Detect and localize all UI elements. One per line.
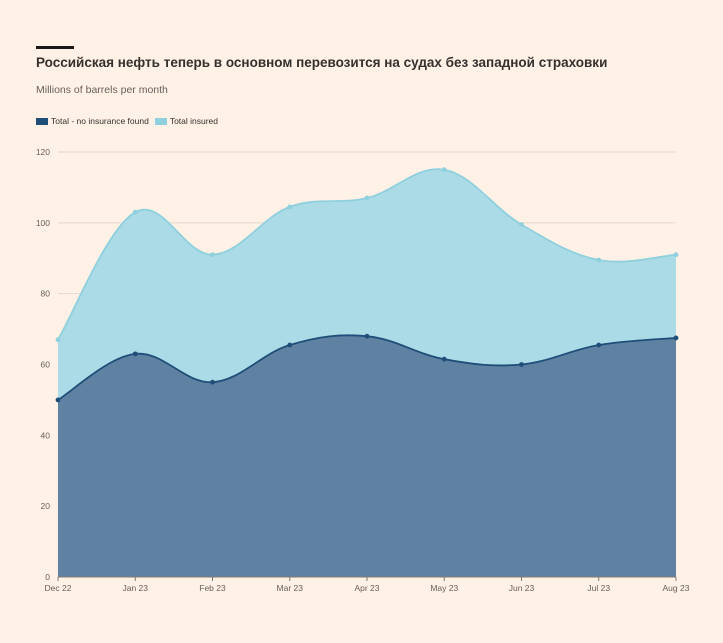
y-tick-label: 100 <box>36 218 50 228</box>
x-tick-label: Jul 23 <box>587 583 610 593</box>
chart-subtitle: Millions of barrels per month <box>36 84 168 96</box>
series-areas <box>57 168 677 577</box>
point-no-insurance-8 <box>673 335 679 341</box>
y-tick-label: 0 <box>45 572 50 582</box>
title-accent-bar <box>36 46 74 49</box>
x-tick-label: Jan 23 <box>122 583 148 593</box>
legend-item-no-insurance: Total - no insurance found <box>36 116 149 126</box>
point-insured-4 <box>364 195 370 201</box>
point-insured-7 <box>596 257 602 263</box>
point-no-insurance-6 <box>519 362 524 367</box>
line-insured <box>57 168 677 341</box>
point-insured-3 <box>287 204 293 210</box>
series-points <box>55 167 679 403</box>
x-tick-label: Mar 23 <box>277 583 304 593</box>
x-tick-label: Dec 22 <box>45 583 72 593</box>
x-tick-label: Feb 23 <box>199 583 226 593</box>
x-tick-label: Apr 23 <box>354 583 379 593</box>
point-no-insurance-4 <box>364 333 370 339</box>
area-no-insurance <box>58 335 676 577</box>
y-tick-label: 120 <box>36 147 50 157</box>
point-insured-8 <box>673 252 679 258</box>
point-no-insurance-1 <box>132 351 138 357</box>
legend-label-insured: Total insured <box>169 116 219 126</box>
chart-title: Российская нефть теперь в основном перев… <box>36 55 608 70</box>
legend: Total - no insurance found Total insured <box>36 116 224 126</box>
point-no-insurance-2 <box>210 379 215 385</box>
legend-item-insured: Total insured <box>154 116 219 126</box>
point-no-insurance-5 <box>441 356 447 362</box>
legend-label-no-insurance: Total - no insurance found <box>51 116 149 126</box>
x-tick-label: Aug 23 <box>663 583 690 593</box>
point-no-insurance-0 <box>55 397 61 403</box>
legend-swatch-no-insurance <box>36 117 48 125</box>
point-no-insurance-7 <box>596 342 602 348</box>
y-tick-label: 40 <box>41 430 51 440</box>
point-insured-5 <box>441 167 447 173</box>
x-tick-label: May 23 <box>430 583 458 593</box>
axes: 0 20 40 60 80 100 120 Dec 22 Jan 23 Feb 23 Mar 23 A… <box>36 147 690 593</box>
x-tick-label: Jun 23 <box>509 583 535 593</box>
y-tick-label: 60 <box>41 360 51 370</box>
point-insured-6 <box>519 222 524 228</box>
legend-swatch-insured <box>154 117 167 125</box>
y-tick-label: 80 <box>41 289 51 299</box>
point-insured-2 <box>210 252 215 258</box>
point-insured-0 <box>55 337 61 343</box>
y-tick-label: 20 <box>41 501 51 511</box>
point-insured-1 <box>132 209 138 215</box>
point-no-insurance-3 <box>287 342 293 348</box>
